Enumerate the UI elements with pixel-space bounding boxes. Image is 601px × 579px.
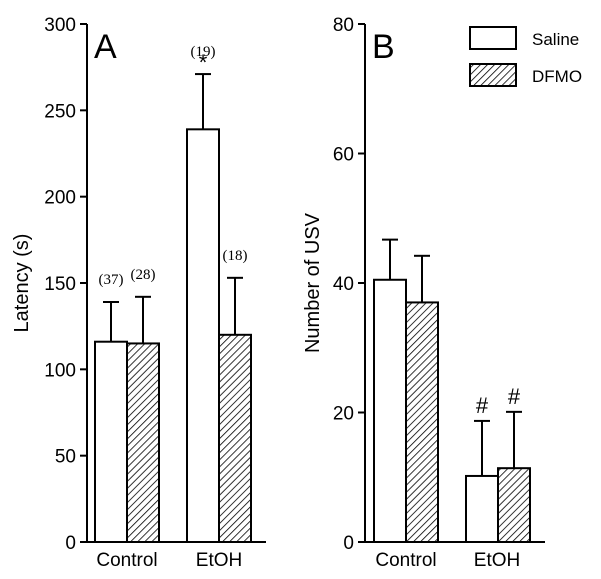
panel-a-y-tick-label: 300 <box>44 15 76 36</box>
panel-a-category-label-control: Control <box>96 550 157 571</box>
panel-b-y-tick-label: 60 <box>333 145 354 166</box>
panel-a-bar-saline-control <box>94 340 128 543</box>
panel-b-bar-saline-etoh <box>465 474 499 543</box>
panel-a-category-label-etoh: EtOH <box>196 550 242 571</box>
panel-b-bar-saline-control <box>373 278 407 543</box>
panel-a-y-tick-label: 50 <box>55 447 76 468</box>
panel-a-bar-dfmo-control <box>126 342 160 543</box>
panel-b-category-label-etoh: EtOH <box>474 550 520 571</box>
panel-b-category-label-control: Control <box>375 550 436 571</box>
panel-b-y-tick-label: 20 <box>333 404 354 425</box>
panel-b-bar-dfmo-etoh <box>497 467 531 543</box>
legend: Saline DFMO <box>469 26 582 87</box>
panel-a-letter: A <box>94 28 117 66</box>
panel-b-y-axis-label: Number of USV <box>302 212 324 353</box>
panel-a-bar-saline-etoh <box>186 128 220 543</box>
panel-a-y-tick-label: 150 <box>44 274 76 295</box>
legend-label-saline: Saline <box>532 30 579 49</box>
panel-b-y-tick-label: 0 <box>343 533 354 554</box>
panel-a-n-label: (19) <box>191 44 216 60</box>
legend-swatch-dfmo <box>469 63 517 87</box>
panel-a: A Latency (s) 0 50 100 150 200 250 300 (37) (19)… <box>11 15 266 571</box>
panel-a-y-tick-label: 200 <box>44 188 76 209</box>
panel-b-significance-marker: # <box>508 384 521 409</box>
panel-a-n-label: (28) <box>131 267 156 283</box>
panel-a-bar-dfmo-etoh <box>218 333 252 543</box>
panel-a-y-tick-label: 100 <box>44 360 76 381</box>
panel-a-y-tick-label: 0 <box>65 533 76 554</box>
panel-a-plot: 0 50 100 150 200 250 300 (37) (19)* (28) (18) <box>44 15 252 554</box>
legend-swatch-saline <box>469 26 517 50</box>
panel-a-significance-marker: * <box>199 50 208 75</box>
panel-b-y-tick-label: 40 <box>333 274 354 295</box>
panel-b-plot: 0 20 40 60 80 # # <box>333 15 531 554</box>
panel-b-letter: B <box>372 28 395 66</box>
panel-b-bar-dfmo-control <box>405 301 439 543</box>
panel-b: B Number of USV 0 20 40 60 80 # # Control EtOH <box>302 15 545 571</box>
panel-a-y-axis-label: Latency (s) <box>11 234 33 333</box>
panel-b-y-tick-label: 80 <box>333 15 354 36</box>
panel-a-n-label: (37) <box>99 272 124 288</box>
panel-b-significance-marker: # <box>476 393 489 418</box>
panel-a-y-tick-label: 250 <box>44 101 76 122</box>
panel-a-n-label: (18) <box>223 248 248 264</box>
legend-label-dfmo: DFMO <box>532 67 582 86</box>
